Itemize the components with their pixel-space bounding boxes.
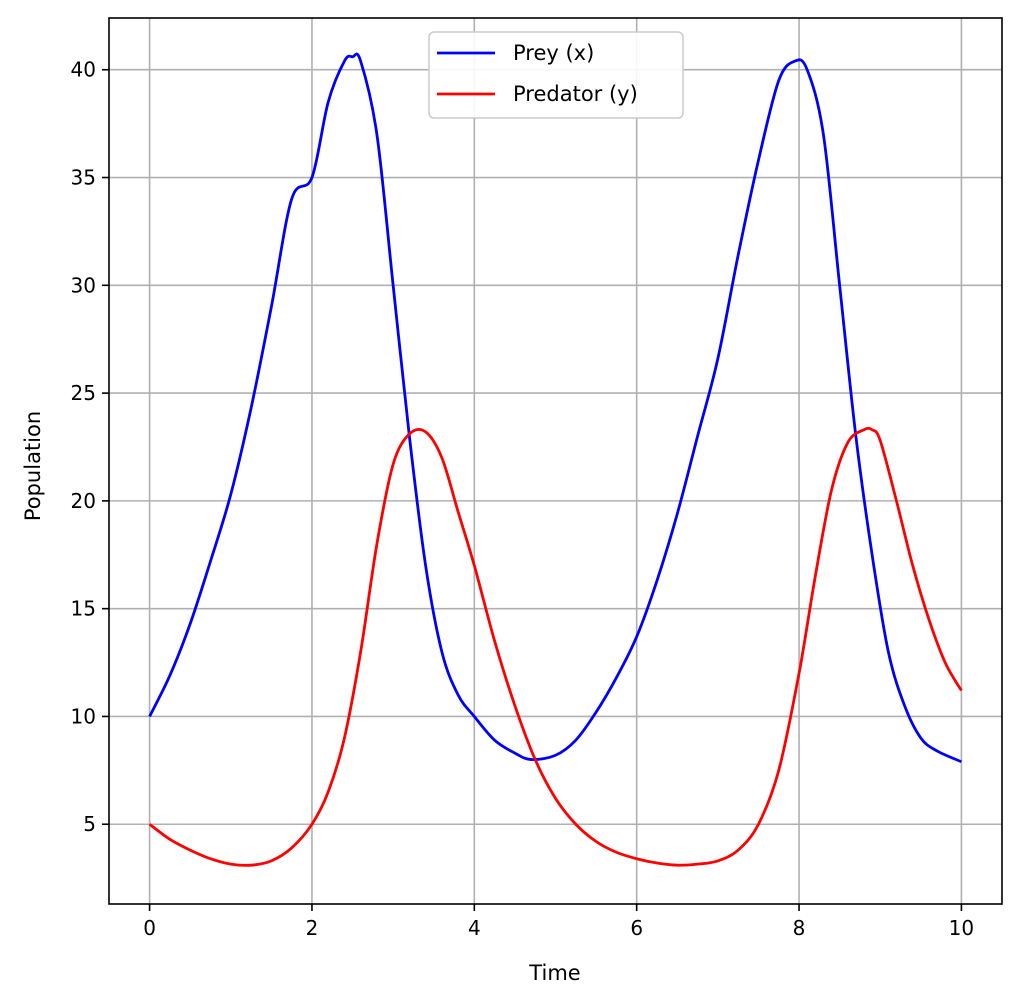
y-tick-label: 30 (71, 273, 96, 297)
x-tick-label: 2 (306, 916, 319, 940)
y-tick-label: 25 (71, 381, 96, 405)
legend-label-prey: Prey (x) (513, 41, 594, 65)
legend: Prey (x) Predator (y) (428, 31, 684, 119)
y-tick-label: 5 (83, 812, 96, 836)
x-tick-label: 4 (468, 916, 481, 940)
y-tick-label: 40 (71, 58, 96, 82)
y-tick-label: 10 (71, 704, 96, 728)
prey-series-line (148, 52, 962, 764)
x-tick-label: 8 (793, 916, 806, 940)
y-tick-label: 35 (71, 166, 96, 190)
x-tick-label: 10 (949, 916, 974, 940)
predator-series-line (148, 426, 963, 867)
x-tick-label: 0 (143, 916, 156, 940)
y-axis-label: Population (21, 411, 45, 521)
plot-area-background (109, 18, 1002, 904)
y-tick-label: 20 (71, 489, 96, 513)
legend-label-predator: Predator (y) (513, 82, 638, 106)
plot-area-frame (108, 17, 1003, 905)
y-tick-label: 15 (71, 597, 96, 621)
x-tick-label: 6 (630, 916, 643, 940)
axis-ticks: 0 2 4 6 8 10 5 10 15 20 25 30 35 40 (71, 58, 975, 940)
series-lines (148, 52, 963, 867)
x-axis-label: Time (528, 961, 580, 985)
